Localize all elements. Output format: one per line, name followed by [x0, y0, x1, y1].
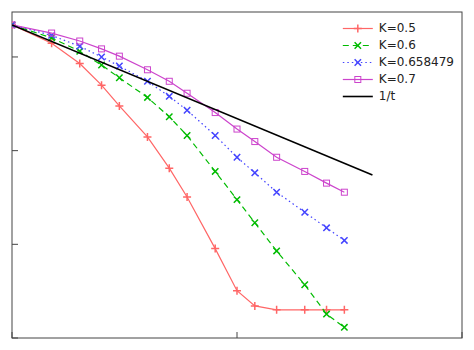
- point: [323, 225, 329, 231]
- point: [324, 180, 330, 186]
- series-line: [12, 25, 344, 310]
- series-line: [12, 25, 344, 241]
- legend-label: K=0.658479: [379, 55, 454, 69]
- point: [302, 209, 308, 215]
- point: [98, 54, 104, 60]
- point: [302, 168, 308, 174]
- point: [273, 306, 281, 314]
- point: [341, 324, 347, 330]
- chart: K=0.5 K=0.6 K=0.658479 K=0.7 1/t: [0, 0, 474, 350]
- point: [184, 132, 190, 138]
- y-tick: [12, 150, 18, 151]
- point: [184, 90, 190, 96]
- x-tick: [462, 332, 463, 338]
- point: [98, 81, 106, 89]
- y-tick: [12, 338, 18, 339]
- x-tick: [12, 332, 13, 338]
- point: [184, 107, 190, 113]
- point: [115, 102, 123, 110]
- point: [252, 220, 258, 226]
- legend-marker: [355, 42, 361, 48]
- legend-label: K=0.6: [379, 38, 416, 52]
- point: [323, 311, 329, 317]
- point: [99, 46, 105, 52]
- series-line: [12, 25, 344, 192]
- point: [76, 60, 84, 68]
- point: [211, 245, 219, 253]
- y-tick: [12, 244, 18, 245]
- point: [212, 168, 218, 174]
- point: [212, 132, 218, 138]
- point: [166, 93, 172, 99]
- legend-swatch: [343, 96, 373, 98]
- series: [12, 22, 348, 244]
- legend-marker: [355, 77, 361, 83]
- point: [77, 38, 83, 44]
- legend: K=0.5 K=0.6 K=0.658479 K=0.7 1/t: [343, 21, 454, 103]
- point: [183, 193, 191, 201]
- legend-marker: [355, 59, 361, 65]
- x-tick: [237, 332, 238, 338]
- plot-frame: [12, 12, 462, 338]
- legend-marker: [354, 25, 362, 33]
- point: [234, 196, 240, 202]
- point: [273, 189, 279, 195]
- point: [341, 237, 347, 243]
- point: [301, 306, 309, 314]
- point: [341, 189, 347, 195]
- series-line: [12, 25, 372, 175]
- point: [165, 164, 173, 172]
- point: [116, 75, 122, 81]
- point: [234, 154, 240, 160]
- point: [302, 282, 308, 288]
- point: [49, 30, 55, 36]
- series-line: [12, 25, 344, 327]
- series: [12, 22, 348, 331]
- y-tick: [12, 56, 18, 57]
- legend-label: 1/t: [379, 89, 396, 103]
- point: [340, 306, 348, 314]
- point: [233, 287, 241, 295]
- point: [143, 133, 151, 141]
- legend-label: K=0.7: [379, 72, 416, 86]
- point: [116, 53, 122, 59]
- point: [273, 248, 279, 254]
- point: [144, 94, 150, 100]
- point: [251, 302, 259, 310]
- point: [252, 139, 258, 145]
- point: [234, 126, 240, 132]
- series: [12, 25, 372, 175]
- point: [166, 114, 172, 120]
- point: [166, 78, 172, 84]
- legend-label: K=0.5: [379, 21, 416, 35]
- series: [12, 22, 347, 195]
- point: [144, 67, 150, 73]
- point: [274, 154, 280, 160]
- point: [252, 170, 258, 176]
- ticks: [12, 57, 462, 338]
- legend-swatch: [343, 79, 373, 80]
- series: [12, 21, 348, 314]
- plot-data: [12, 21, 372, 331]
